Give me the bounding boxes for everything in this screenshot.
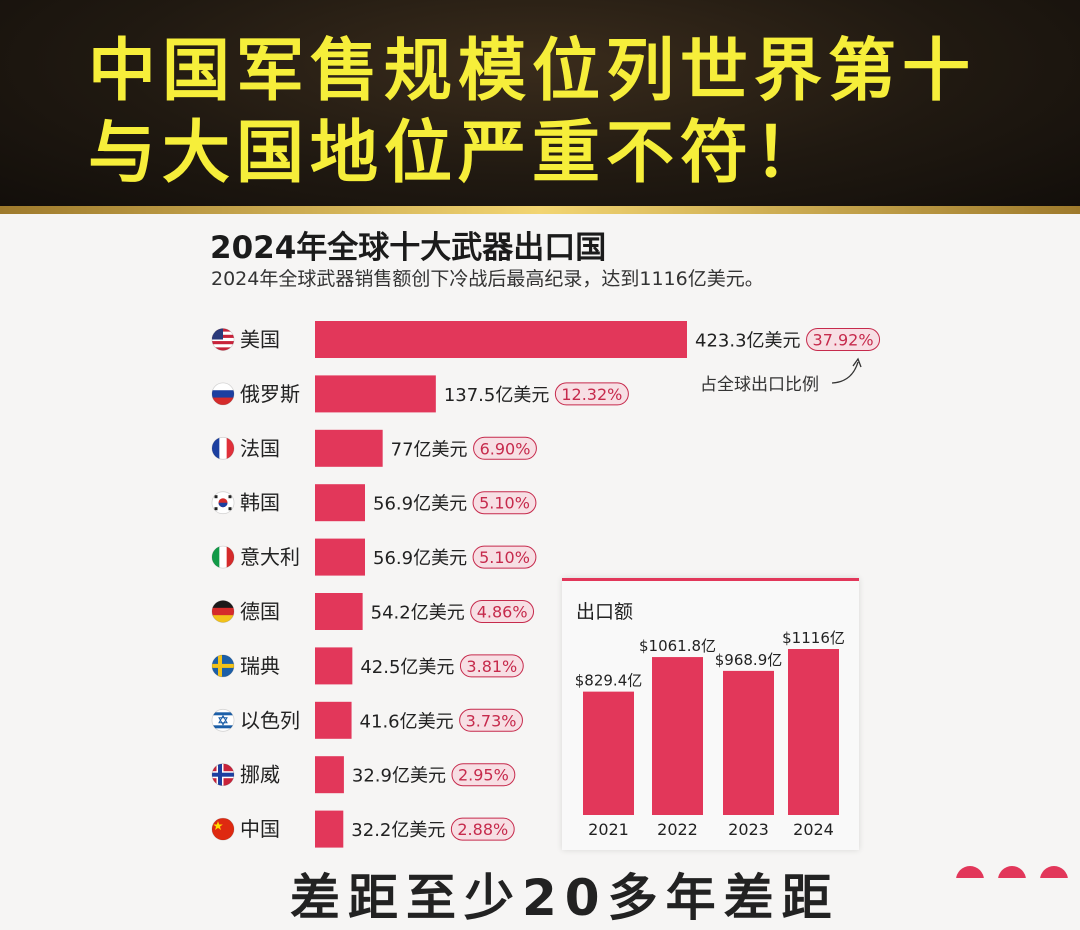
share-badge [459,654,524,678]
bar [315,321,687,358]
country-label: 挪威 [240,763,280,787]
share-label: 2.88% [457,820,508,839]
share-label: 5.10% [479,494,530,513]
country-label: 法国 [240,436,280,460]
year-bar [652,657,703,815]
country-label: 以色列 [240,708,300,732]
share-badge [470,600,535,623]
bar [315,538,366,576]
share-label: 2.95% [458,766,509,785]
year-bar [583,691,634,815]
value-label: 423.3亿美元 [695,331,801,352]
share-badge [451,763,516,787]
germany-flag-icon [211,600,235,623]
share-label: 12.32% [561,385,622,404]
italy-flag-icon [211,545,235,569]
year-value-label: $1116亿 [782,629,845,647]
share-label: 37.92% [813,331,874,350]
share-annotation: 占全球出口比例 [700,375,819,395]
annotation-arrowhead [852,357,862,368]
share-badge [473,436,537,460]
bar [315,810,344,848]
country-label: 德国 [240,600,280,624]
bar [315,701,352,739]
china-flag-icon [211,817,235,841]
country-label: 中国 [240,817,280,841]
share-label: 3.81% [466,657,517,676]
red-logo-icon [956,866,1068,878]
share-badge [554,382,629,406]
chart-subtitle: 2024年全球武器销售额创下冷战后最高纪录，达到1116亿美元。 [211,268,764,290]
year-bar [788,649,839,815]
bottom-caption: 差距至少20多年差距 [290,869,840,927]
bar [315,375,436,413]
country-label: 瑞典 [240,654,280,678]
bar [315,429,383,467]
share-badge [472,491,537,515]
value-label: 41.6亿美元 [360,711,454,732]
export-total-inset: 出口额 $829.4亿 2021 $1061.8亿 2022 $968.9亿 2023 $1… [562,578,859,850]
year-tick-label: 2021 [588,820,629,839]
annotation-arrow [831,361,859,384]
headline-line-2: 与大国地位严重不符！ [88,114,829,193]
value-label: 32.2亿美元 [351,820,445,841]
top10-exporters-chart: 美国 423.3亿美元 37.92% 俄罗斯 137.5亿美元 12.32% 法国 77亿美元… [211,321,881,848]
year-tick-label: 2023 [728,820,769,839]
share-badge [472,545,537,569]
france-flag-icon [211,436,235,460]
country-label: 韩国 [240,491,280,515]
year-value-label: $1061.8亿 [639,637,716,655]
country-label: 俄罗斯 [240,382,300,406]
us-flag-icon [211,328,235,351]
share-badge [459,708,523,732]
year-tick-label: 2022 [657,820,698,839]
headline-banner [0,0,1080,210]
value-label: 77亿美元 [391,439,468,460]
year-value-label: $829.4亿 [575,672,643,690]
value-label: 54.2亿美元 [371,603,465,624]
bar [315,593,363,630]
inset-title: 出口额 [576,601,634,623]
annual-export-chart: $829.4亿 2021 $1061.8亿 2022 $968.9亿 2023 $1116亿… [575,629,845,839]
year-value-label: $968.9亿 [715,651,783,669]
sweden-flag-icon [211,654,235,678]
value-label: 56.9亿美元 [373,494,467,515]
value-label: 42.5亿美元 [360,657,454,678]
bar [315,647,353,685]
israel-flag-icon [211,708,235,732]
value-label: 32.9亿美元 [352,766,446,787]
share-label: 5.10% [479,548,530,567]
year-tick-label: 2024 [793,820,834,839]
norway-flag-icon [211,763,235,787]
russia-flag-icon [211,382,235,406]
bar [315,484,366,522]
banner-divider [0,206,1080,214]
country-label: 美国 [240,328,280,352]
share-label: 4.86% [477,603,528,622]
headline-line-1: 中国军售规模位列世界第十 [88,32,977,111]
chart-title: 2024年全球十大武器出口国 [210,230,607,266]
year-bar [723,670,774,815]
value-label: 137.5亿美元 [444,385,550,406]
value-label: 56.9亿美元 [373,548,467,569]
country-label: 意大利 [240,545,300,569]
share-label: 3.73% [466,711,517,730]
korea-flag-icon [211,491,235,515]
share-badge [806,328,881,351]
share-badge [450,817,515,841]
bar [315,756,344,794]
share-label: 6.90% [480,439,531,458]
